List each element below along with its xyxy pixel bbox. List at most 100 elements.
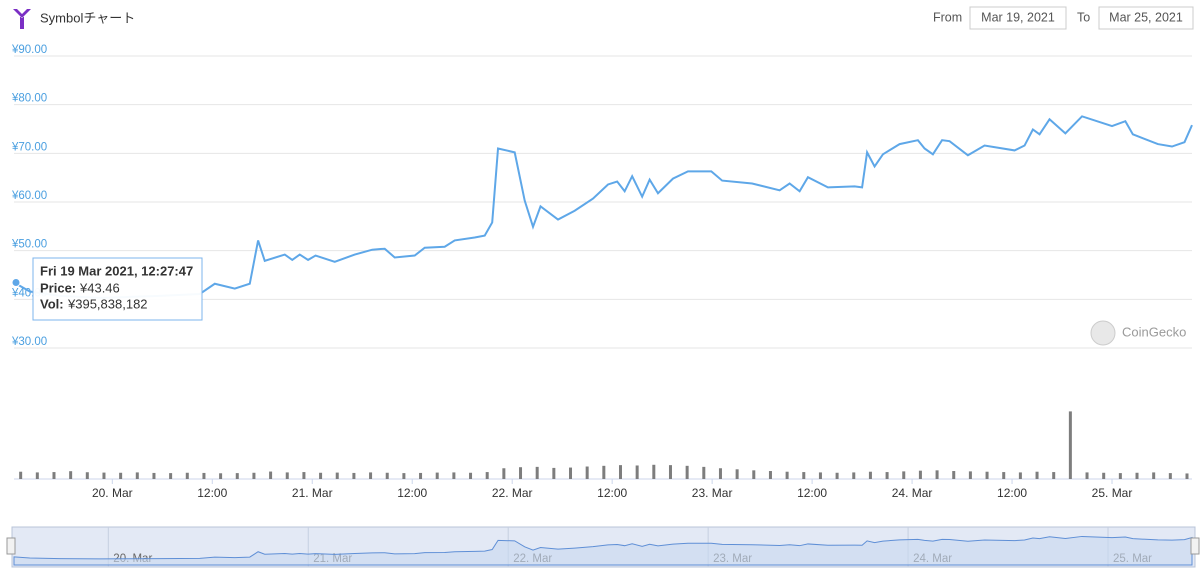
tooltip-value: ¥395,838,182: [67, 296, 148, 311]
volume-bar: [1168, 473, 1172, 479]
y-tick-label: ¥50.00: [11, 239, 47, 251]
tooltip-value: ¥43.46: [79, 280, 120, 295]
volume-bar: [902, 471, 906, 479]
volume-bar: [185, 472, 189, 479]
volume-bar: [202, 472, 206, 479]
volume-bar: [552, 467, 556, 479]
volume-bar: [469, 472, 473, 479]
volume-bar: [102, 472, 106, 479]
volume-bar: [35, 472, 39, 479]
x-tick-label: 12:00: [397, 486, 427, 500]
volume-bar: [269, 471, 273, 479]
x-tick-label: 12:00: [597, 486, 627, 500]
from-input[interactable]: [969, 6, 1067, 30]
volume-bar: [852, 472, 856, 479]
volume-bar: [785, 471, 789, 479]
tooltip: Fri 19 Mar 2021, 12:27:47 Price: ¥43.46 …: [32, 257, 203, 321]
volume-bar: [119, 472, 123, 479]
x-tick-label: 20. Mar: [92, 486, 133, 500]
volume-bar: [69, 471, 73, 479]
x-tick-label: 23. Mar: [692, 486, 733, 500]
volume-bar: [585, 466, 589, 479]
volume-bar: [668, 465, 672, 479]
volume-bar: [702, 466, 706, 479]
volume-bar: [1018, 472, 1022, 479]
x-tick-label: 12:00: [997, 486, 1027, 500]
volume-bar: [602, 465, 606, 479]
volume-bar: [302, 472, 306, 479]
y-tick-label: ¥70.00: [11, 141, 47, 153]
volume-bar: [535, 466, 539, 479]
volume-bar: [652, 464, 656, 479]
volume-bar: [1085, 472, 1089, 479]
volume-bar: [968, 471, 972, 479]
watermark-icon: [1090, 320, 1116, 346]
logo: [13, 9, 31, 29]
volume-bar: [685, 465, 689, 479]
y-tick-label: ¥60.00: [11, 190, 47, 202]
volume-bar: [485, 472, 489, 479]
tooltip-title: Fri 19 Mar 2021, 12:27:47: [40, 263, 193, 278]
volume-bar: [502, 468, 506, 479]
volume-bar: [885, 472, 889, 479]
x-tick-label: 22. Mar: [492, 486, 533, 500]
hover-point: [11, 277, 21, 287]
y-tick-label: ¥30.00: [11, 336, 47, 348]
tooltip-key: Price:: [40, 280, 76, 295]
volume-bar: [752, 470, 756, 479]
volume-bar: [219, 473, 223, 479]
volume-bar: [868, 471, 872, 479]
from-value[interactable]: Mar 19, 2021: [981, 10, 1055, 24]
volume-bar: [352, 472, 356, 479]
x-tick-label: 12:00: [197, 486, 227, 500]
volume-bar: [918, 470, 922, 479]
volume-bar: [252, 472, 256, 479]
watermark: CoinGecko: [1122, 324, 1186, 339]
volume-bar: [385, 472, 389, 479]
volume-bar: [402, 473, 406, 479]
navigator-area: [13, 535, 1193, 566]
volume-bar: [635, 465, 639, 479]
navigator-handle[interactable]: [6, 537, 16, 555]
y-tick-label: ¥80.00: [11, 93, 47, 105]
volume-bar: [452, 472, 456, 479]
volume-bar: [1185, 473, 1189, 479]
volume-bar: [718, 468, 722, 479]
x-tick-label: 24. Mar: [892, 486, 933, 500]
volume-bar: [985, 471, 989, 479]
volume-bar: [1102, 472, 1106, 479]
price-line: [13, 115, 1193, 299]
volume-bar: [135, 472, 139, 479]
volume-bar: [1118, 473, 1122, 479]
volume-bar: [818, 472, 822, 479]
volume-bar: [768, 471, 772, 479]
volume-bar: [1052, 472, 1056, 479]
to-label: To: [1077, 10, 1090, 24]
volume-bar: [935, 470, 939, 479]
volume-bar: [52, 472, 56, 479]
to-value[interactable]: Mar 25, 2021: [1109, 10, 1183, 24]
x-tick-label: 12:00: [797, 486, 827, 500]
volume-bar: [1152, 472, 1156, 479]
navigator-handle[interactable]: [1190, 537, 1200, 555]
tooltip-key: Vol:: [40, 296, 64, 311]
volume-bar: [419, 472, 423, 479]
volume-bar: [1002, 472, 1006, 479]
to-input[interactable]: [1098, 6, 1194, 30]
volume-bar: [235, 473, 239, 479]
volume-bar: [952, 471, 956, 479]
from-label: From: [933, 10, 962, 24]
x-tick-label: 21. Mar: [292, 486, 333, 500]
volume-bar: [169, 473, 173, 479]
volume-bar: [1135, 472, 1139, 479]
volume-bar: [285, 472, 289, 479]
x-tick-label: 25. Mar: [1092, 486, 1133, 500]
volume-bar: [319, 472, 323, 479]
volume-bar: [1068, 411, 1072, 479]
chart-title: Symbolチャート: [40, 10, 135, 25]
volume-bar: [335, 472, 339, 479]
volume-bar: [618, 465, 622, 479]
volume-bar: [735, 469, 739, 479]
